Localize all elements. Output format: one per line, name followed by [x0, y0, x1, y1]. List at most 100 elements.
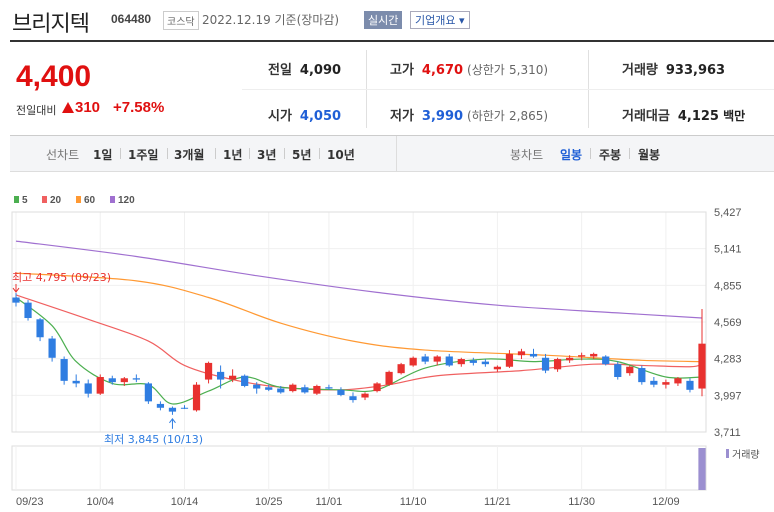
candle-body	[674, 378, 682, 384]
candle-body	[590, 353, 598, 357]
volume-legend-swatch	[726, 449, 729, 458]
candle-body	[421, 356, 429, 362]
high-arrow-head	[12, 287, 20, 293]
volume-legend-label: 거래량	[732, 449, 760, 461]
ma20-line	[15, 294, 703, 391]
period-3m[interactable]: 3개월	[174, 148, 205, 162]
x-tick-label: 11/30	[568, 496, 595, 508]
x-tick-label: 10/04	[86, 496, 114, 508]
legend-swatch	[42, 196, 47, 203]
candle-body	[204, 362, 213, 380]
company-info-dropdown[interactable]: 기업개요 ▾	[410, 11, 470, 29]
candle-body	[457, 359, 465, 365]
candle-body	[120, 378, 128, 383]
volume-bar	[698, 448, 706, 490]
candle-body	[602, 356, 610, 365]
legend-label: 20	[50, 195, 62, 206]
candle-body	[553, 359, 562, 370]
candle-body	[265, 387, 273, 390]
candle-body	[493, 366, 502, 370]
realtime-button[interactable]: 실시간	[364, 11, 403, 29]
period-1d[interactable]: 1일	[93, 148, 113, 162]
candle-body	[686, 380, 694, 390]
candle-body	[84, 383, 92, 394]
candle-monthly[interactable]: 월봉	[638, 148, 661, 162]
candle-body	[505, 353, 514, 367]
period-5y[interactable]: 5년	[292, 148, 312, 162]
low-price: 저가 3,990 (하한가 2,865)	[390, 109, 549, 124]
current-price-box: 4,400 전일대비 310 +7.58%	[10, 42, 242, 136]
candle-body	[397, 364, 405, 374]
x-tick-label: 10/14	[171, 496, 199, 508]
candle-body	[626, 366, 634, 374]
candle-body	[192, 384, 201, 411]
candle-daily[interactable]: 일봉	[560, 148, 583, 162]
period-10y[interactable]: 10년	[327, 148, 355, 162]
high-price: 고가 4,670 (상한가 5,310)	[390, 63, 549, 78]
y-tick-label: 3,997	[714, 390, 742, 402]
stock-header: 브리지텍 064480 코스닥 2022.12.19 기준(장마감) 실시간 기…	[0, 0, 774, 40]
candle-body	[638, 368, 646, 383]
x-tick-label: 10/25	[255, 496, 283, 508]
candle-body	[445, 356, 453, 366]
candle-body	[289, 384, 297, 392]
candle-body	[277, 388, 285, 393]
period-3y[interactable]: 3년	[257, 148, 277, 162]
price-summary: 4,400 전일대비 310 +7.58% 전일 4,090 시가 4,050 고가…	[10, 40, 774, 136]
candle-body	[650, 380, 658, 385]
legend-label: 60	[84, 195, 96, 206]
market-badge: 코스닥	[163, 11, 199, 30]
change-amount: 310	[75, 99, 101, 116]
stock-chart[interactable]: 5,427 5,141 4,855 4,569 4,283 3,997 3,711 5 20 60…	[0, 172, 774, 512]
y-tick-label: 5,427	[714, 207, 742, 219]
high-annotation: 최고 4,795 (09/23)	[12, 271, 111, 284]
open-price: 시가 4,050	[268, 109, 342, 124]
legend-swatch	[110, 196, 115, 203]
candle-body	[698, 343, 706, 389]
candle-body	[12, 297, 20, 303]
legend-swatch	[14, 196, 19, 203]
x-tick-label: 11/10	[400, 496, 427, 508]
candle-body	[373, 383, 381, 392]
candle-body	[132, 378, 140, 380]
x-tick-label: 11/21	[484, 496, 511, 508]
change-value: 310	[62, 99, 100, 116]
x-tick-label: 11/01	[316, 496, 343, 508]
candle-body	[216, 371, 225, 380]
candle-body	[108, 378, 116, 383]
candle-body	[541, 357, 550, 371]
ma120-line	[15, 240, 703, 319]
volume-frame	[11, 445, 707, 491]
candle-body	[144, 383, 152, 402]
change-percent: +7.58%	[113, 99, 165, 116]
legend-label: 120	[118, 195, 135, 206]
as-of-date: 2022.12.19 기준(장마감)	[202, 13, 340, 27]
candle-body	[662, 382, 670, 385]
candle-body	[361, 393, 369, 398]
candle-body	[578, 355, 586, 357]
candle-body	[36, 319, 44, 338]
candle-body	[96, 377, 104, 394]
change-label: 전일대비	[16, 104, 57, 117]
ma60-line	[15, 272, 703, 363]
candle-body	[481, 361, 489, 365]
chart-toolbar: 선차트 1일 1주일 3개월 1년 3년 5년 10년 봉차트 일봉 주봉 월봉	[10, 136, 774, 172]
y-tick-label: 4,283	[714, 354, 742, 366]
candle-body	[614, 364, 622, 377]
candle-body	[180, 407, 189, 409]
candle-body	[409, 357, 417, 366]
low-annotation: 최저 3,845 (10/13)	[104, 433, 203, 446]
line-chart-label: 선차트	[46, 148, 80, 162]
candle-body	[168, 407, 177, 412]
candle-body	[241, 375, 249, 386]
period-1y[interactable]: 1년	[223, 148, 243, 162]
plot-frame	[11, 211, 707, 433]
candle-body	[337, 389, 345, 395]
candle-body	[253, 384, 261, 389]
candle-body	[433, 356, 441, 362]
trade-amount: 거래대금 4,125 백만	[622, 109, 746, 124]
candle-weekly[interactable]: 주봉	[599, 148, 622, 162]
current-price: 4,400	[16, 60, 92, 93]
prev-close: 전일 4,090	[268, 63, 342, 78]
period-1w[interactable]: 1주일	[128, 148, 159, 162]
